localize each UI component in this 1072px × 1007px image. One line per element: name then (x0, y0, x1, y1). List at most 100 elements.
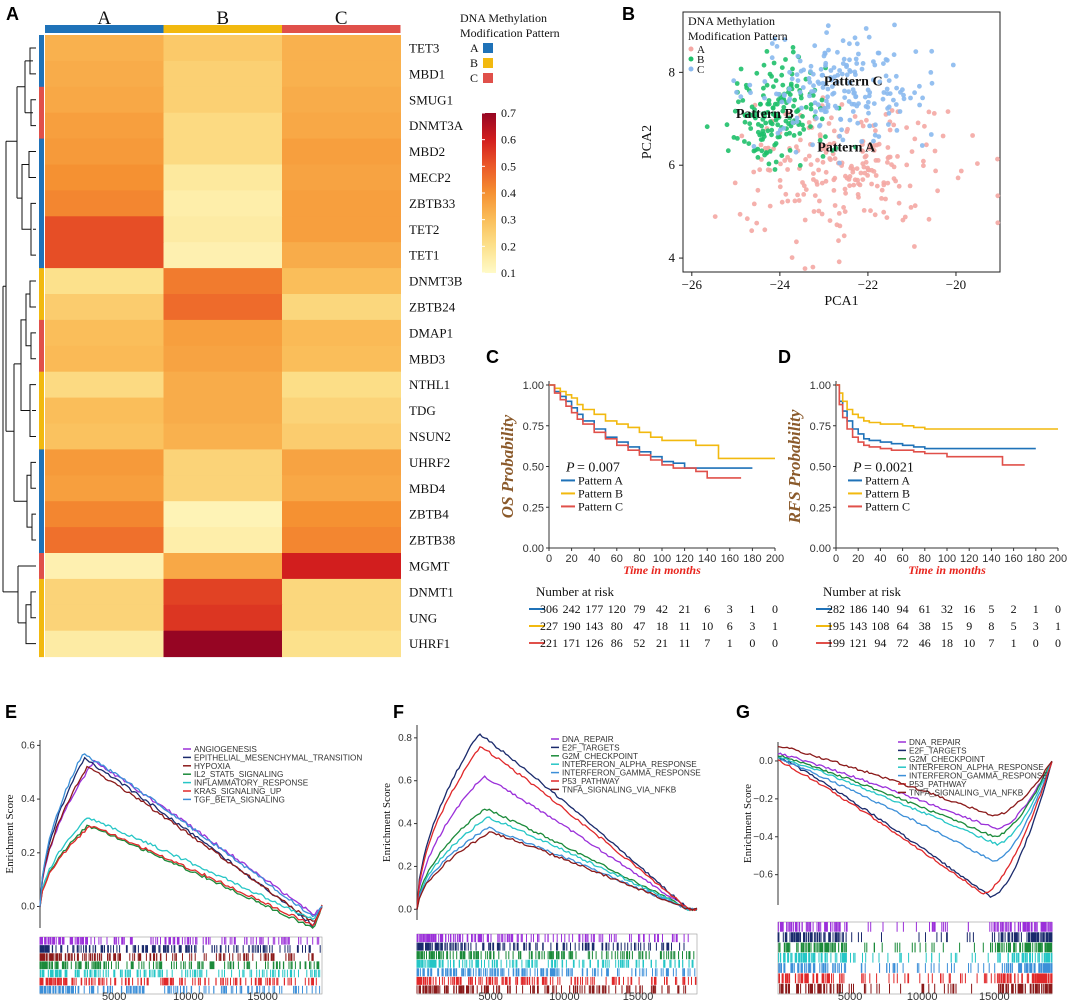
km-risk-value: 143 (849, 619, 867, 633)
pca-point (790, 120, 796, 126)
km-risk-value: 108 (871, 619, 889, 633)
heatmap-cell (163, 216, 283, 243)
pca-legend-label: A (697, 44, 705, 56)
pca-point (819, 116, 825, 122)
pca-point (737, 211, 743, 217)
gsea-hit-band (39, 969, 321, 978)
heatmap-cell (163, 501, 283, 528)
pca-point (873, 122, 878, 128)
pca-legend-label: B (697, 54, 704, 66)
pca-point (928, 70, 934, 75)
km-risk-value: 32 (941, 602, 953, 616)
gsea-x-tick-label: 5000 (102, 991, 126, 1003)
heatmap-row-group-bar (39, 242, 44, 269)
pca-point (767, 203, 773, 209)
pca-point (860, 61, 866, 66)
pca-point (769, 132, 774, 138)
heatmap-cell (282, 319, 401, 347)
km-risk-value: 10 (701, 619, 713, 633)
pca-point (807, 79, 813, 85)
km-y-tick-label: 1.00 (810, 380, 831, 392)
heatmap-cell (45, 553, 164, 580)
pca-point (827, 156, 833, 161)
pca-point (746, 141, 752, 147)
heatmap-cell (282, 190, 401, 217)
gsea-y-tick-label: 0.2 (21, 848, 35, 859)
gsea-x-tick-label: 15000 (979, 991, 1010, 1003)
pca-point (908, 205, 914, 210)
pca-point (869, 181, 874, 187)
heatmap-column-label: C (335, 8, 348, 29)
pca-point (794, 83, 800, 89)
pca-scatter-panel: −26 −24 −22 −20 4 6 8 PCA1 PCA2 DNA MethylationMo… (640, 11, 1001, 309)
km-y-axis-label: OS Probability (498, 414, 517, 518)
gsea-hit-band (416, 942, 685, 951)
gsea-legend-label: INTERFERON_ALPHA_RESPONSE (562, 760, 697, 769)
pca-point (755, 122, 761, 127)
pca-point (794, 144, 799, 150)
panel-label-d: D (778, 347, 791, 367)
pca-point (913, 49, 919, 54)
heatmap-cell (45, 371, 164, 399)
pca-point (826, 121, 832, 126)
pca-point (740, 98, 746, 103)
heatmap-cell (282, 501, 401, 528)
heatmap-column-label: A (97, 8, 111, 29)
pca-point (896, 200, 902, 206)
pca-point (766, 161, 772, 167)
pca-point (779, 65, 785, 70)
pca-point (847, 68, 852, 73)
pca-point (774, 44, 780, 49)
pca-point (884, 86, 890, 92)
km-risk-value: 11 (679, 636, 691, 650)
pca-point (894, 85, 899, 91)
heatmap-cell (45, 216, 164, 243)
pca-point (782, 37, 788, 42)
km-y-tick-label: 0.50 (810, 462, 831, 474)
pca-point (803, 104, 809, 110)
panel-label-b: B (622, 4, 635, 24)
pca-point (825, 94, 830, 100)
km-risk-value: 7 (704, 636, 710, 650)
pca-point (846, 89, 851, 95)
pca-x-tick-label: −26 (682, 277, 703, 292)
pca-point (837, 160, 842, 166)
pca-point (867, 123, 872, 129)
pca-point (861, 208, 867, 213)
heatmap-row-group-bar (39, 501, 44, 528)
pca-point (833, 145, 839, 151)
km-x-tick-label: 40 (874, 553, 886, 565)
pca-point (808, 102, 814, 107)
pca-point (901, 92, 906, 98)
heatmap-cell (163, 397, 283, 424)
pca-point (883, 57, 889, 62)
pca-point (812, 193, 818, 199)
pca-point (787, 69, 792, 75)
km-risk-value: 3 (727, 602, 733, 616)
pca-point (731, 135, 737, 140)
pca-point (827, 141, 833, 147)
heatmap-cell (45, 164, 164, 191)
gsea-hit-band (416, 959, 694, 968)
pca-point (762, 227, 768, 233)
heatmap-cell (45, 138, 164, 165)
heatmap-row-group-bar (39, 35, 44, 62)
gsea-legend-label: TNFA_SIGNALING_VIA_NFKB (562, 785, 677, 794)
pca-point (725, 148, 731, 154)
gsea-curve (39, 824, 323, 930)
pca-point (832, 203, 838, 208)
pca-point (773, 117, 779, 123)
pca-point (747, 121, 753, 127)
pca-point (868, 208, 873, 214)
km-risk-value: 0 (772, 602, 778, 616)
gsea-legend-label: INTERFERON_GAMMA_RESPONSE (562, 769, 701, 778)
pca-point (817, 137, 823, 143)
km-risk-value: 21 (656, 636, 668, 650)
pca-point (931, 111, 937, 116)
heatmap-cell (282, 86, 401, 114)
pca-point (820, 159, 826, 165)
pca-point (849, 101, 855, 107)
km-x-tick-label: 60 (611, 553, 623, 565)
os-km-panel: 0.000.250.500.751.000 20 40 60 80 100 120 140 16… (498, 380, 784, 650)
